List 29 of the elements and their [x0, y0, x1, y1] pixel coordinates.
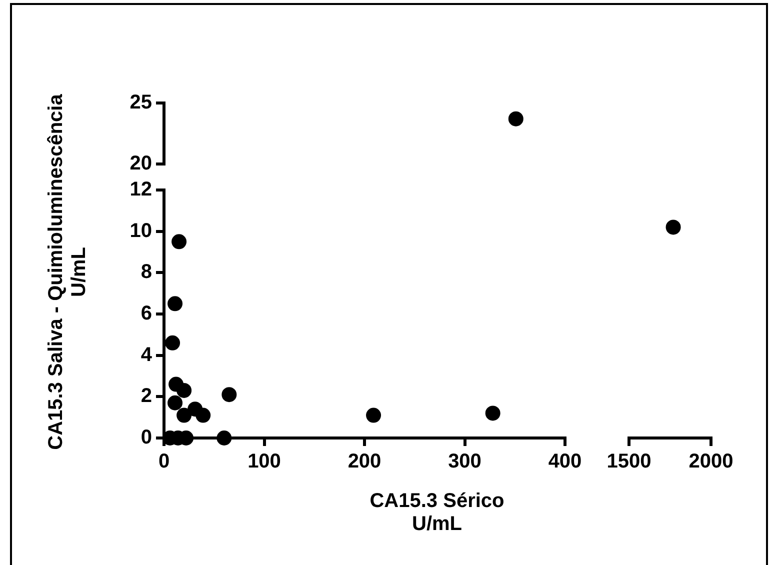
point	[485, 406, 500, 421]
x-tick-label: 100	[248, 450, 281, 473]
point	[176, 382, 192, 398]
point	[222, 387, 237, 402]
x-tick-label: 300	[448, 450, 482, 473]
y-tick-label: 25	[130, 92, 152, 114]
x-axis-title: CA15.3 Sérico U/mL	[368, 490, 506, 536]
point	[172, 234, 187, 250]
x-tick-label: 0	[158, 450, 170, 473]
x-tick-label: 2000	[688, 450, 734, 473]
y-tick-label: 6	[140, 302, 152, 325]
point	[168, 296, 183, 312]
x-tick-label: 400	[548, 450, 582, 473]
y-tick-label: 20	[130, 152, 152, 175]
y-tick-label: 12	[130, 178, 152, 201]
point	[168, 395, 183, 410]
point	[165, 335, 180, 350]
y-tick-label: 2	[140, 385, 152, 408]
x-tick-label: 1500	[606, 450, 652, 473]
y-tick-label: 8	[140, 261, 152, 284]
point	[366, 408, 382, 423]
point	[176, 408, 192, 423]
point	[196, 408, 211, 423]
y-tick-label: 0	[140, 426, 152, 449]
point	[216, 430, 232, 446]
y-tick-label: 4	[140, 344, 153, 366]
x-tick-label: 200	[348, 450, 382, 473]
y-tick-label: 10	[130, 220, 152, 242]
y-axis-title: CA15.3 Saliva - Quimioluminescência U/mL	[45, 93, 91, 452]
